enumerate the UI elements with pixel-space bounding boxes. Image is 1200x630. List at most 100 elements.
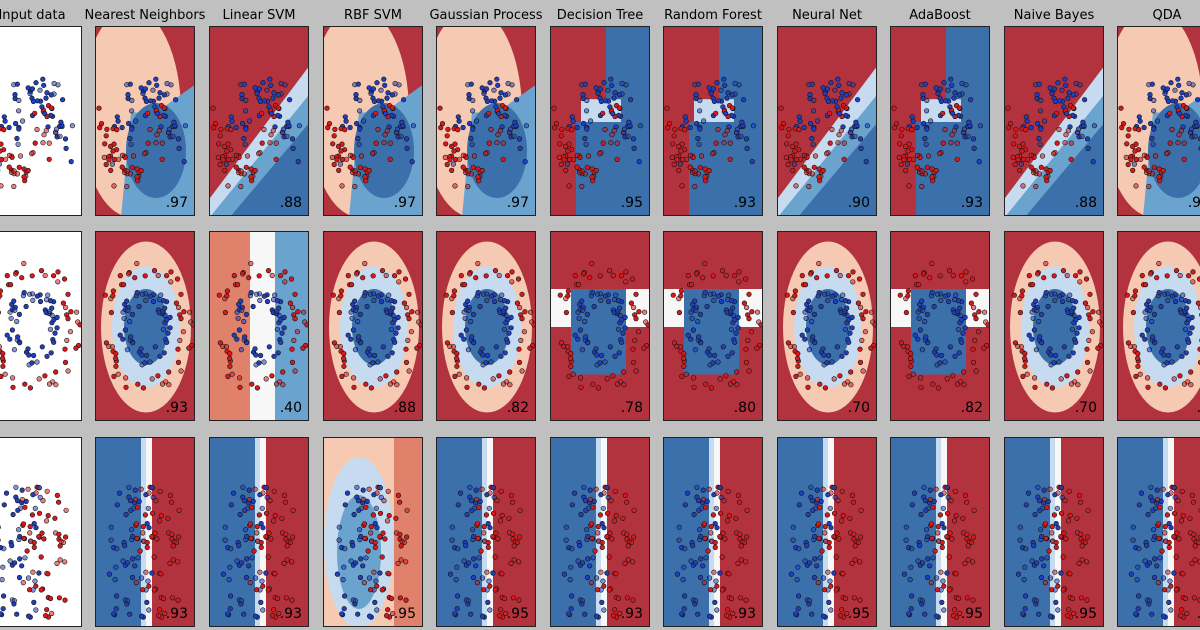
data-point-blue xyxy=(1047,85,1053,91)
data-point-red xyxy=(499,571,505,577)
data-point-blue xyxy=(488,293,494,299)
data-point-red xyxy=(479,167,485,174)
data-point-red xyxy=(180,329,186,335)
data-point-red xyxy=(237,375,243,381)
data-point-red xyxy=(490,376,496,382)
data-point-red xyxy=(277,273,284,279)
data-point-red xyxy=(475,535,481,541)
data-point-blue xyxy=(154,82,160,88)
data-point-blue xyxy=(697,126,703,132)
data-point-blue xyxy=(844,305,850,311)
data-point-red xyxy=(514,539,520,545)
data-point-blue xyxy=(477,303,483,310)
data-point-blue xyxy=(940,505,946,511)
data-point-red xyxy=(719,554,725,560)
data-point-blue xyxy=(447,571,453,577)
data-point-blue xyxy=(739,119,745,125)
data-point-blue xyxy=(583,507,589,513)
data-point-red xyxy=(224,148,230,154)
data-point-red xyxy=(497,128,503,134)
data-point-blue xyxy=(1079,133,1085,139)
data-point-red xyxy=(1177,613,1184,619)
data-point-red xyxy=(1011,292,1017,298)
data-point-red xyxy=(273,156,279,162)
data-point-red xyxy=(140,385,147,391)
data-point-red xyxy=(613,571,619,577)
data-point-blue xyxy=(584,97,590,103)
data-point-blue xyxy=(125,560,131,566)
data-point-blue xyxy=(463,542,469,549)
data-point-red xyxy=(1043,174,1049,180)
decision-region xyxy=(664,438,714,626)
data-point-red xyxy=(681,363,687,369)
data-point-blue xyxy=(1032,511,1038,518)
data-point-red xyxy=(460,164,466,170)
data-point-blue xyxy=(452,611,458,617)
data-point-red xyxy=(743,597,749,603)
data-point-red xyxy=(110,288,116,294)
data-point-blue xyxy=(836,82,842,88)
data-point-blue xyxy=(165,330,171,336)
data-point-blue xyxy=(467,484,473,490)
data-point-red xyxy=(692,183,698,190)
data-point-blue xyxy=(456,118,462,124)
data-point-red xyxy=(332,126,338,132)
data-point-red xyxy=(568,363,574,369)
data-point-red xyxy=(449,143,455,149)
data-point-blue xyxy=(690,542,696,549)
panel-plot xyxy=(1118,438,1200,626)
data-point-blue xyxy=(449,537,455,543)
data-point-blue xyxy=(480,352,486,358)
data-point-blue xyxy=(567,577,573,583)
data-point-red xyxy=(589,535,595,541)
data-point-blue xyxy=(501,297,508,304)
data-point-red xyxy=(112,156,118,163)
data-point-blue xyxy=(1033,298,1039,304)
data-point-red xyxy=(582,171,589,177)
data-point-red xyxy=(190,322,194,328)
data-point-blue xyxy=(353,120,360,127)
data-point-blue xyxy=(171,119,177,125)
data-point-blue xyxy=(804,327,811,333)
data-point-blue xyxy=(909,502,915,508)
data-point-red xyxy=(918,384,924,390)
data-point-blue xyxy=(62,136,69,142)
data-point-red xyxy=(1145,384,1151,390)
data-point-red xyxy=(168,279,174,285)
data-point-red xyxy=(672,126,678,132)
data-point-blue xyxy=(15,141,21,147)
data-point-blue xyxy=(728,326,734,332)
data-point-red xyxy=(41,536,47,542)
data-point-red xyxy=(588,521,595,527)
data-point-blue xyxy=(461,558,467,564)
data-point-blue xyxy=(257,352,264,359)
data-point-blue xyxy=(378,494,384,501)
panel-plot xyxy=(1118,232,1200,420)
data-point-red xyxy=(1126,126,1132,132)
data-point-blue xyxy=(693,307,699,313)
data-point-blue xyxy=(484,297,490,303)
data-point-blue xyxy=(795,564,801,570)
data-point-red xyxy=(850,499,857,505)
data-point-red xyxy=(630,346,636,352)
data-point-red xyxy=(444,161,450,168)
data-point-red xyxy=(611,518,618,524)
data-point-blue xyxy=(481,90,487,97)
data-point-blue xyxy=(512,119,518,125)
data-point-red xyxy=(169,531,175,537)
data-point-blue xyxy=(129,126,135,132)
data-point-red xyxy=(568,355,574,361)
data-point-red xyxy=(674,157,680,163)
data-point-blue xyxy=(740,97,747,103)
data-point-blue xyxy=(11,347,18,353)
data-point-red xyxy=(26,587,33,593)
data-point-blue xyxy=(599,599,605,605)
data-point-red xyxy=(793,183,799,189)
data-point-blue xyxy=(127,611,133,617)
data-point-blue xyxy=(835,76,841,82)
data-point-blue xyxy=(723,110,729,117)
data-point-blue xyxy=(1161,291,1168,297)
data-point-red xyxy=(474,521,481,527)
data-point-red xyxy=(0,288,3,294)
